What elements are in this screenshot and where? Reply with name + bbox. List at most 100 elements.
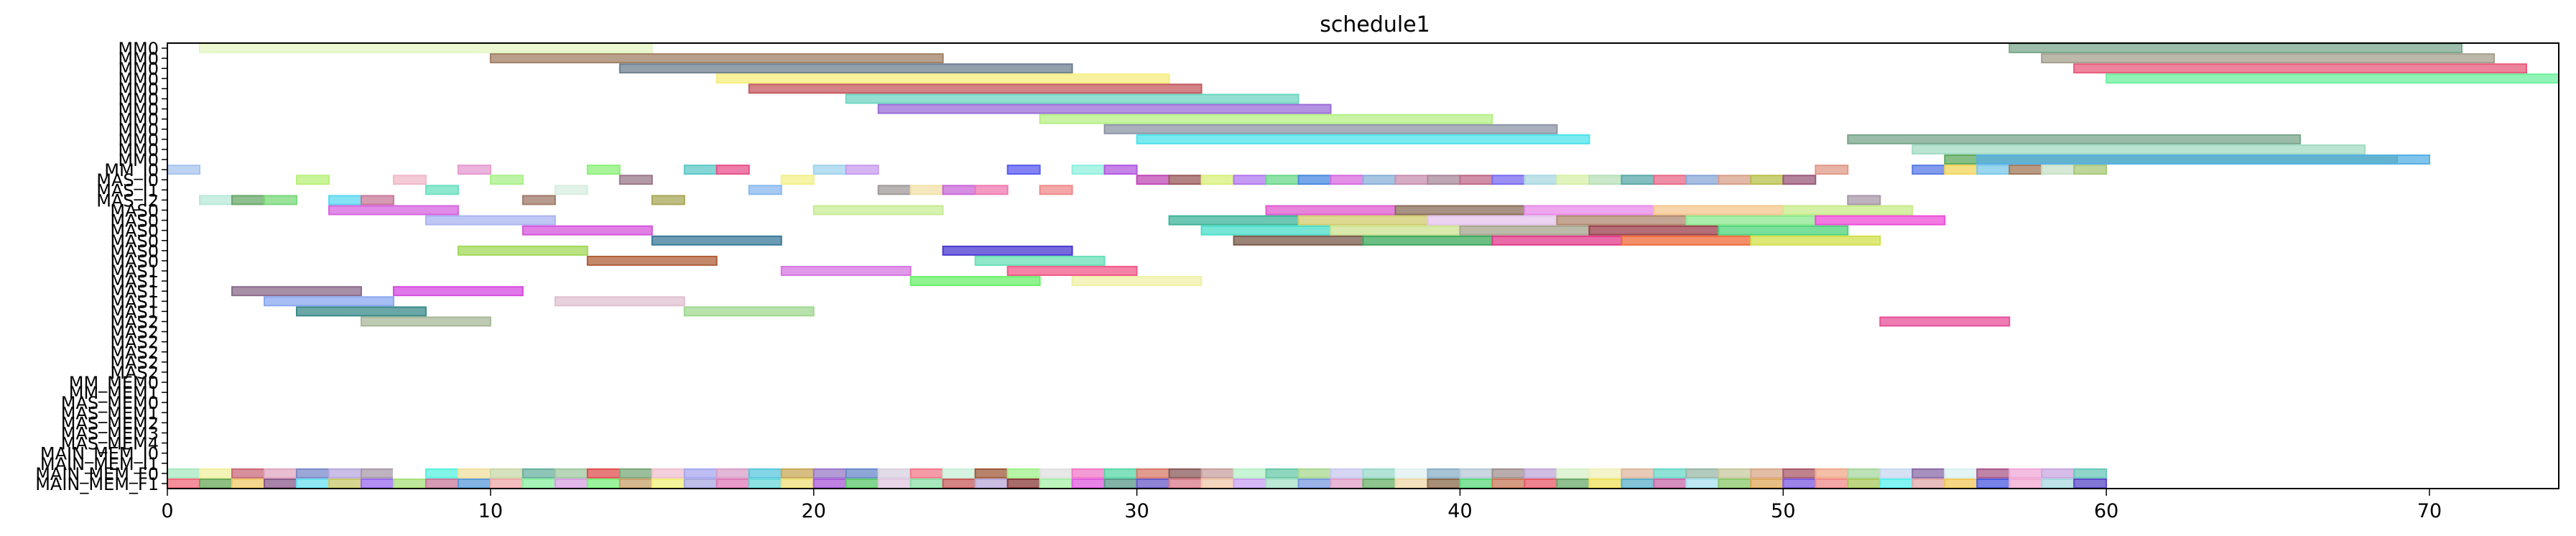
task-bar	[780, 175, 815, 185]
task-bar	[522, 478, 556, 489]
task-bar	[1556, 175, 1590, 185]
task-bar	[1039, 478, 1073, 489]
task-bar	[1168, 175, 1203, 185]
task-bar	[1297, 468, 1332, 479]
task-bar	[2041, 53, 2496, 64]
task-bar	[942, 478, 976, 489]
task-bar	[1265, 468, 1299, 479]
task-bar	[1491, 478, 1526, 489]
y-tick-label: MAS0	[110, 231, 159, 251]
task-bar	[1685, 468, 1720, 479]
task-bar	[942, 245, 1073, 256]
task-bar	[1039, 114, 1493, 124]
plot-frame	[167, 42, 2559, 489]
task-bar	[1685, 478, 1720, 489]
task-bar	[715, 165, 750, 175]
y-tick-label: MM0	[118, 79, 159, 99]
y-tick-label: MAS1	[110, 262, 159, 282]
task-bar	[1750, 235, 1881, 246]
task-bar	[1136, 175, 1170, 185]
y-tick-label: MM0	[118, 120, 159, 140]
y-tick-label: MM0	[118, 150, 159, 170]
task-bar	[1879, 478, 1914, 489]
task-bar	[715, 478, 750, 489]
task-bar	[1588, 478, 1623, 489]
x-tick-label: 20	[802, 500, 826, 522]
task-bar	[2009, 468, 2043, 479]
y-tick-label: MAS0	[110, 221, 159, 241]
task-bar	[942, 185, 976, 195]
task-bar	[522, 195, 556, 205]
x-tick-label: 60	[2094, 500, 2118, 522]
task-bar	[1103, 124, 1558, 134]
task-bar	[974, 468, 1009, 479]
task-bar	[1588, 175, 1623, 185]
task-bar	[1039, 468, 1073, 479]
x-tick-label: 0	[161, 500, 173, 522]
task-bar	[360, 195, 394, 205]
task-bar	[1815, 478, 1849, 489]
task-bar	[1233, 468, 1267, 479]
task-bar	[1297, 478, 1332, 489]
task-bar	[392, 286, 524, 297]
task-bar	[2009, 478, 2043, 489]
task-bar	[489, 175, 524, 185]
task-bar	[2009, 165, 2043, 175]
task-bar	[845, 478, 879, 489]
task-bar	[715, 468, 750, 479]
task-bar	[812, 468, 847, 479]
y-tick-label: MAS2	[110, 363, 159, 383]
task-bar	[618, 478, 653, 489]
task-bar	[1879, 468, 1914, 479]
task-bar	[1200, 478, 1235, 489]
task-bar	[198, 195, 233, 205]
task-bar	[1524, 175, 1558, 185]
task-bar	[1556, 215, 1687, 226]
task-bar	[651, 195, 685, 205]
y-tick-label: MM_MEM1	[69, 383, 159, 403]
y-tick-label: MAIN_MEM_F1	[35, 474, 159, 494]
task-bar	[586, 468, 621, 479]
y-tick-label: MM0	[118, 100, 159, 120]
task-bar	[1136, 478, 1170, 489]
task-bar	[1912, 468, 1946, 479]
task-bar	[1815, 165, 1849, 175]
task-bar	[522, 468, 556, 479]
task-bar	[1556, 478, 1590, 489]
task-bar	[1718, 468, 1752, 479]
task-bar	[2041, 165, 2075, 175]
task-bar	[1524, 205, 1655, 216]
task-bar	[1588, 468, 1623, 479]
y-tick-label: MAS0	[110, 211, 159, 231]
task-bar	[1976, 468, 2011, 479]
y-tick-label: MAS_MEM4	[61, 434, 159, 454]
task-bar	[1006, 478, 1041, 489]
task-bar	[1621, 478, 1655, 489]
task-bar	[845, 468, 879, 479]
task-bar	[1815, 468, 1849, 479]
x-tick-label: 30	[1124, 500, 1149, 522]
task-bar	[1588, 225, 1720, 236]
task-bar	[425, 215, 556, 226]
task-bar	[1621, 175, 1655, 185]
task-bar	[328, 468, 362, 479]
task-bar	[167, 165, 200, 175]
task-bar	[1006, 266, 1138, 277]
y-tick-label: MAS1	[110, 282, 159, 302]
task-bar	[845, 165, 879, 175]
task-bar	[360, 478, 394, 489]
task-bar	[1394, 175, 1429, 185]
task-bar	[909, 276, 1041, 287]
task-bar	[1750, 175, 1784, 185]
y-tick-label: MAS2	[110, 353, 159, 373]
x-tick-label: 50	[1771, 500, 1795, 522]
task-bar	[1136, 134, 1590, 144]
task-bar	[1459, 225, 1590, 236]
task-bar	[1265, 175, 1299, 185]
task-bar	[1265, 205, 1396, 216]
task-bar	[618, 63, 1073, 74]
task-bar	[1330, 468, 1364, 479]
y-tick-label: MAIN_MEM_I0	[40, 444, 159, 464]
task-bar	[683, 478, 718, 489]
y-tick-label: MAS0	[110, 251, 159, 272]
